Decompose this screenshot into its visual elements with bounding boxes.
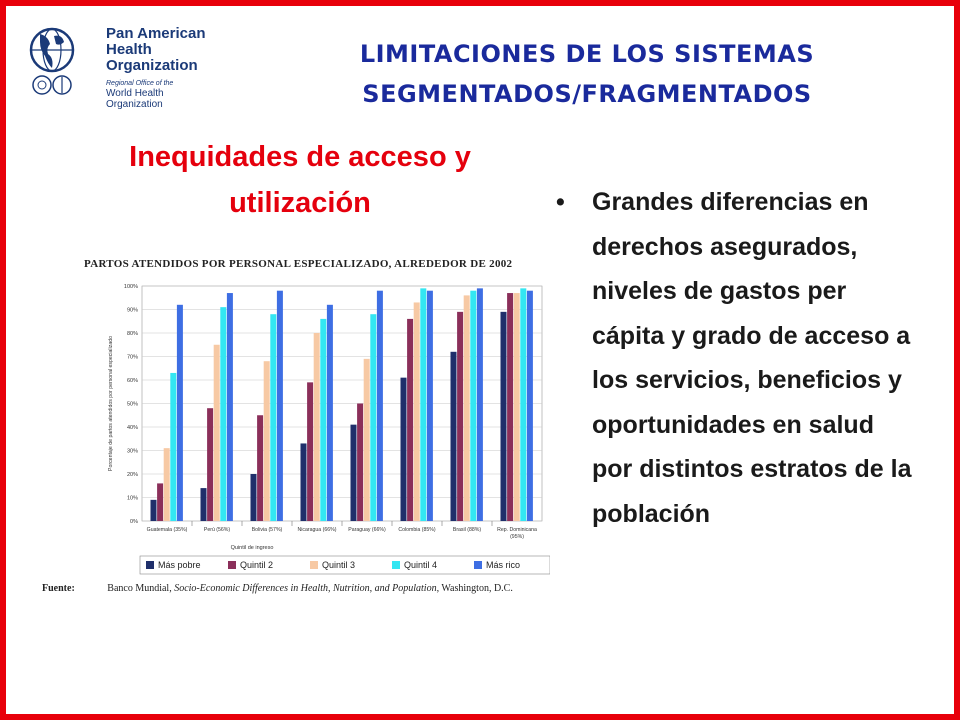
slide-title-line1: LIMITACIONES DE LOS SISTEMAS (359, 40, 815, 68)
slide-subtitle-line2: utilización (229, 187, 371, 219)
y-tick-label: 50% (127, 402, 138, 408)
bar (420, 288, 427, 521)
bar (263, 361, 270, 521)
bar (370, 314, 377, 521)
legend-label: Quintil 2 (240, 560, 273, 570)
bar (363, 358, 370, 521)
bar (376, 290, 383, 521)
bullet-point: • Grandes diferencias en derechos asegur… (556, 180, 914, 536)
bar (457, 311, 464, 521)
bar (320, 318, 327, 521)
y-tick-label: 70% (127, 355, 138, 361)
slide-subtitle: Inequidades de acceso y utilización (50, 134, 550, 226)
org-name-line2: Health (106, 41, 152, 58)
y-tick-label: 30% (127, 449, 138, 455)
slide-title: LIMITACIONES DE LOS SISTEMAS SEGMENTADOS… (262, 34, 912, 114)
y-tick-label: 100% (124, 284, 138, 290)
bar (157, 483, 164, 521)
legend-label: Más rico (486, 560, 520, 570)
bar (470, 290, 477, 521)
bar (476, 288, 483, 521)
bar (220, 307, 227, 521)
legend-box (139, 555, 550, 575)
legend-swatch (474, 561, 482, 569)
bar (350, 424, 357, 521)
y-tick-label: 0% (130, 519, 138, 525)
bar (407, 318, 414, 521)
x-category-label: Guatemala (35%) (147, 527, 188, 533)
legend-swatch (310, 561, 318, 569)
bar (163, 448, 170, 521)
org-name-line3: Organization (106, 57, 198, 74)
emblem-icons (32, 75, 72, 95)
bar (400, 377, 407, 521)
bar (276, 290, 283, 521)
legend-swatch (392, 561, 400, 569)
org-sub-line2: World Health Organization (106, 88, 164, 110)
bullet-marker: • (556, 188, 565, 216)
paho-logo: Pan American Health Organization Regiona… (28, 22, 218, 110)
bar (213, 344, 220, 521)
bar-chart: 0% 10% 20% 30% 40% 50% 60% 70% 80% 90% 100% Porcent… (108, 284, 550, 575)
bar (207, 408, 214, 521)
bar (226, 293, 233, 521)
bar (357, 403, 364, 521)
x-category-label: Colombia (85%) (398, 527, 435, 533)
bar (270, 314, 277, 521)
legend-label: Quintil 4 (404, 560, 437, 570)
bar (170, 372, 177, 521)
y-tick-label: 10% (127, 496, 138, 502)
x-category-label: Perú (56%) (204, 527, 231, 533)
legend-label: Más pobre (158, 560, 201, 570)
legend-swatch (228, 561, 236, 569)
x-axis-label: Quintil de ingreso (231, 545, 274, 551)
bar (176, 304, 183, 521)
bar (300, 443, 307, 521)
x-category-label: Paraguay (66%) (348, 527, 386, 533)
bullet-text: Grandes diferencias en derechos asegurad… (592, 188, 912, 528)
source-note: Fuente: Banco Mundial, Socio-Economic Di… (42, 583, 513, 594)
bar (520, 288, 527, 521)
legend-label: Quintil 3 (322, 560, 355, 570)
bar (450, 351, 457, 521)
source-label: Fuente: (42, 583, 75, 594)
bar (413, 302, 420, 521)
org-sub-line1: Regional Office of the (106, 80, 174, 87)
source-publication: Socio-Economic Differences in Health, Nu… (174, 583, 440, 594)
bar (463, 295, 470, 521)
y-axis-label: Porcentaje de partos atendidos por perso… (108, 336, 114, 471)
bar (500, 311, 507, 521)
bar (250, 474, 257, 521)
x-category-label: Bolivia (57%) (252, 527, 283, 533)
bar (257, 415, 264, 521)
y-tick-label: 40% (127, 425, 138, 431)
legend-swatch (146, 561, 154, 569)
x-category-label: Nicaragua (66%) (298, 527, 337, 533)
bar (313, 333, 320, 521)
bar (150, 499, 157, 521)
globe-icon (29, 27, 75, 73)
slide-subtitle-line1: Inequidades de acceso y (129, 141, 471, 173)
bar (513, 293, 520, 521)
y-tick-label: 20% (127, 472, 138, 478)
chart-title: PARTOS ATENDIDOS POR PERSONAL ESPECIALIZ… (84, 258, 513, 270)
x-category-label: Rep. Dominicana (497, 527, 537, 533)
bar (526, 290, 533, 521)
y-tick-label: 90% (127, 308, 138, 314)
bar (200, 488, 207, 521)
bar (326, 304, 333, 521)
bar (426, 290, 433, 521)
bar (507, 293, 514, 521)
y-tick-label: 60% (127, 378, 138, 384)
slide-title-line2: SEGMENTADOS/FRAGMENTADOS (362, 80, 812, 108)
source-post: Washington, D.C. (441, 583, 513, 594)
org-name-line1: Pan American (106, 25, 206, 42)
y-tick-label: 80% (127, 331, 138, 337)
x-category-sublabel: (95%) (510, 534, 524, 540)
source-pre: Banco Mundial, (107, 583, 172, 594)
x-category-label: Brasil (88%) (453, 527, 482, 533)
bar (307, 382, 314, 521)
